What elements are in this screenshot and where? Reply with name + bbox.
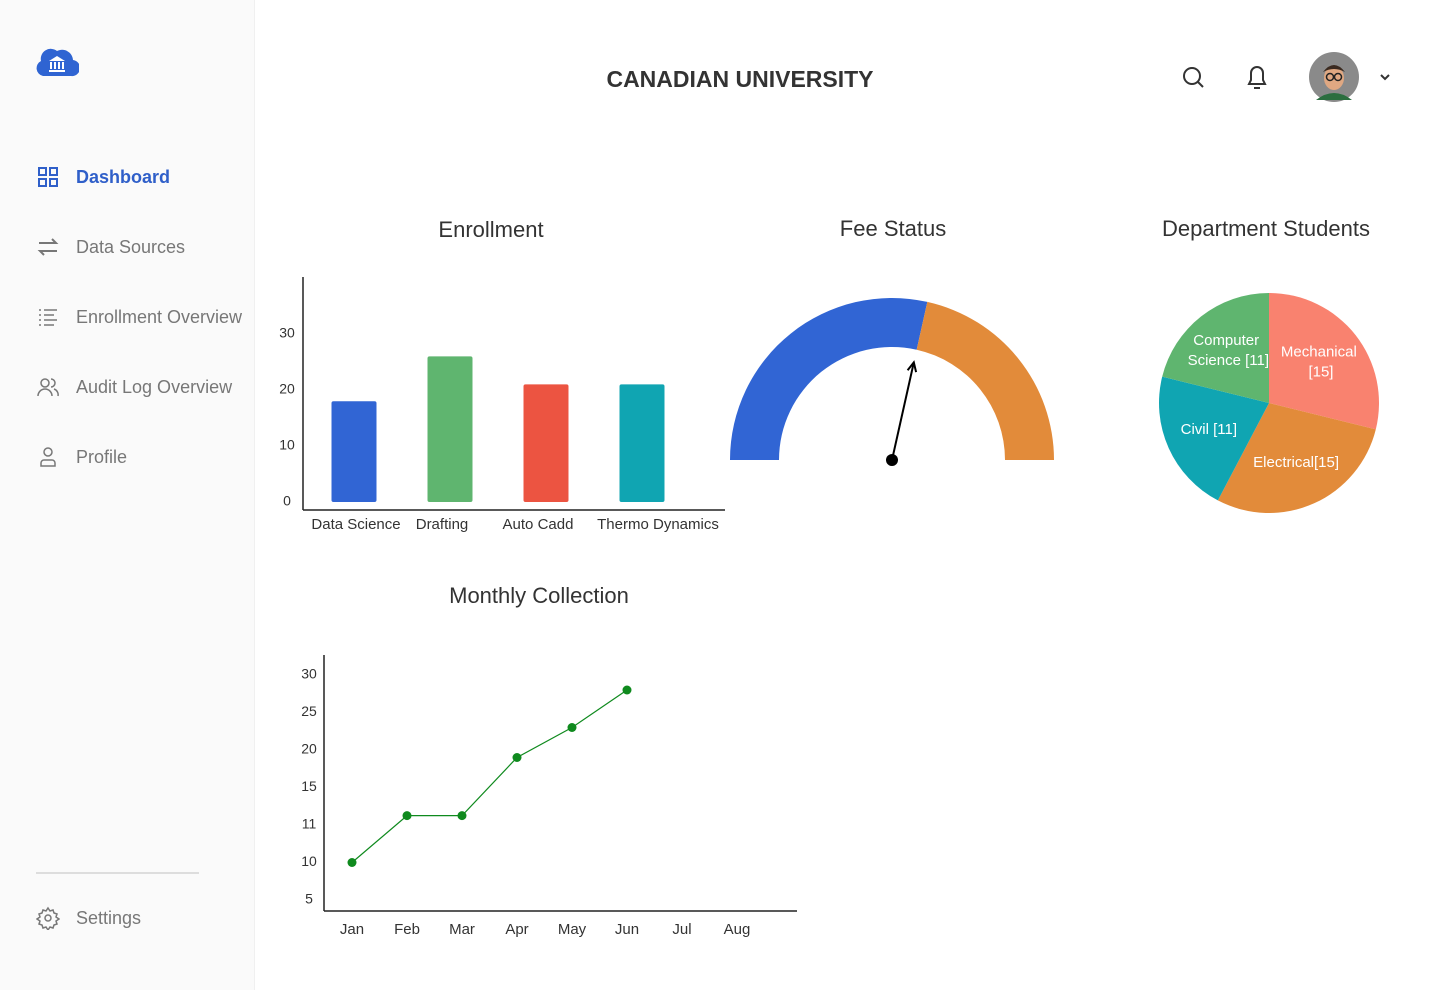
nav-icon bbox=[40, 447, 56, 467]
x-tick-label: Apr bbox=[505, 921, 528, 938]
nav-label: Data Sources bbox=[76, 236, 186, 257]
nav-item[interactable]: Data Sources bbox=[36, 232, 185, 262]
point bbox=[622, 685, 632, 695]
nav-icon bbox=[39, 309, 57, 326]
sidebar: Dashboard Data Sources Enrollment Overvi… bbox=[0, 0, 255, 990]
y-tick-label: 5 bbox=[305, 891, 313, 907]
pie-slice bbox=[1159, 376, 1269, 501]
x-tick-label: Mar bbox=[449, 921, 475, 938]
chart-title: Monthly Collection bbox=[449, 583, 629, 608]
y-tick-label: 20 bbox=[279, 381, 295, 397]
avatar[interactable] bbox=[1309, 52, 1359, 102]
x-tick-label: Aug bbox=[724, 921, 751, 938]
x-tick-label: Jan bbox=[340, 921, 364, 938]
y-tick-label: 10 bbox=[301, 853, 317, 869]
nav-label: Audit Log Overview bbox=[76, 376, 233, 397]
bell-icon[interactable] bbox=[1247, 66, 1267, 89]
nav-icon bbox=[38, 167, 58, 187]
gauge-segment bbox=[916, 301, 1054, 460]
bar bbox=[619, 384, 665, 502]
point bbox=[567, 723, 577, 732]
nav-icon bbox=[37, 378, 59, 397]
settings-item[interactable]: Settings bbox=[36, 903, 141, 933]
gauge-segment bbox=[730, 298, 928, 460]
point bbox=[402, 811, 412, 821]
nav-item[interactable]: Enrollment Overview bbox=[36, 302, 242, 332]
pie-label: Electrical[15] bbox=[1253, 454, 1339, 471]
point bbox=[512, 753, 522, 762]
y-tick-label: 15 bbox=[301, 778, 317, 794]
separator bbox=[36, 872, 199, 874]
x-tick-label: May bbox=[558, 921, 587, 938]
x-tick-label: Drafting bbox=[416, 516, 469, 533]
needle-pivot bbox=[886, 454, 898, 466]
x-tick-label: Jun bbox=[615, 921, 639, 938]
nav-item[interactable]: Dashboard bbox=[36, 162, 170, 192]
bar bbox=[427, 356, 473, 502]
needle-line bbox=[891, 362, 915, 461]
chart-title: Fee Status bbox=[840, 216, 946, 241]
nav-icon bbox=[37, 238, 59, 256]
pie-label: Computer Science [11] bbox=[1188, 332, 1269, 369]
pie-slice bbox=[1217, 403, 1376, 513]
pie-label: Civil [11] bbox=[1181, 421, 1237, 438]
needle bbox=[886, 360, 918, 466]
bar bbox=[523, 384, 569, 502]
x-tick-label: Jul bbox=[672, 921, 691, 938]
point bbox=[347, 858, 357, 867]
needle-head bbox=[906, 360, 918, 373]
pie-slice bbox=[1269, 293, 1379, 430]
settings-label: Settings bbox=[76, 907, 142, 928]
y-tick-label: 0 bbox=[283, 493, 291, 509]
point bbox=[457, 811, 467, 821]
chevron[interactable] bbox=[1380, 74, 1390, 81]
nav-label: Dashboard bbox=[76, 166, 171, 187]
nav-label: Profile bbox=[76, 446, 128, 467]
line bbox=[351, 689, 628, 863]
nav-icon bbox=[36, 906, 60, 930]
y-tick-label: 20 bbox=[301, 741, 317, 757]
y-tick-label: 25 bbox=[301, 703, 317, 719]
pie-label: Mechanical [15] bbox=[1281, 343, 1361, 380]
nav-item[interactable]: Profile bbox=[36, 442, 127, 472]
nav-label: Enrollment Overview bbox=[76, 306, 243, 327]
y-tick-label: 11 bbox=[302, 816, 317, 832]
y-tick-label: 10 bbox=[279, 437, 295, 453]
x-tick-label: Data Science bbox=[311, 516, 400, 533]
x-tick-label: Auto Cadd bbox=[503, 516, 574, 533]
nav-item[interactable]: Audit Log Overview bbox=[36, 372, 232, 402]
y-tick-label: 30 bbox=[279, 325, 295, 341]
x-tick-label: Thermo Dynamics bbox=[597, 516, 719, 533]
pie-slice bbox=[1162, 293, 1269, 403]
header-title: CANADIAN UNIVERSITY bbox=[606, 66, 873, 92]
x-tick-label: Feb bbox=[394, 921, 420, 938]
y-tick-label: 30 bbox=[301, 666, 317, 682]
bar bbox=[331, 401, 377, 502]
chart-title: Department Students bbox=[1162, 216, 1370, 241]
logo bbox=[36, 48, 79, 77]
chart-title: Enrollment bbox=[438, 217, 543, 242]
search-icon[interactable] bbox=[1183, 67, 1204, 88]
